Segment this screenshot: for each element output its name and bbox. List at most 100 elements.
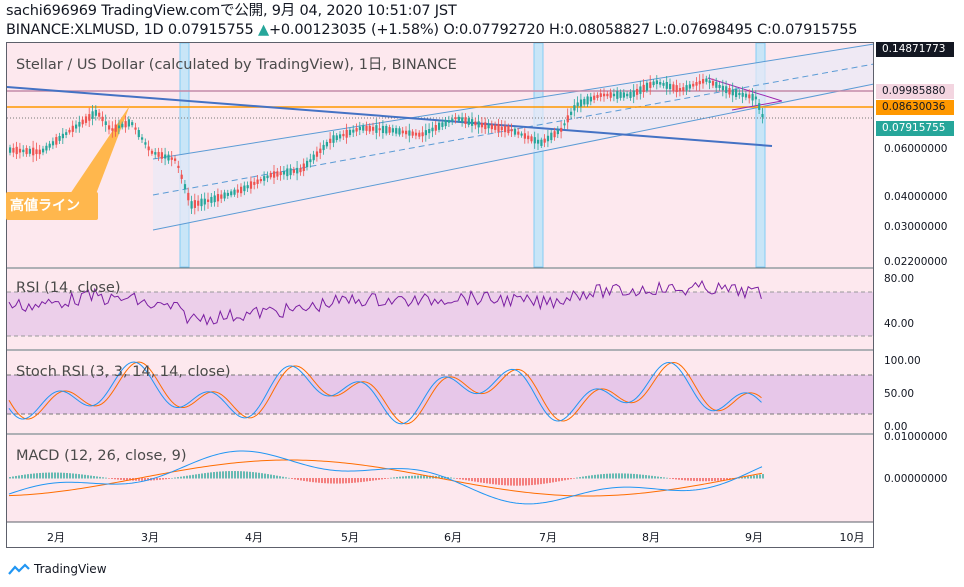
candle-body [101,116,104,122]
candle-body [454,117,457,120]
macd-histogram-bar [315,478,317,483]
macd-histogram-bar [717,478,719,481]
macd-histogram-bar [459,478,461,480]
candle-body [233,189,236,195]
macd-line [8,450,763,505]
candle-body [731,89,734,96]
candle-body [25,148,28,155]
macd-histogram-bar [216,471,218,479]
macd-histogram-bar [30,473,32,479]
macd-histogram-bar [495,478,497,485]
macd-histogram-bar [171,477,173,479]
macd-histogram-bar [507,478,509,486]
candle-body [735,89,738,97]
candle-body [497,123,500,132]
candle-body [38,149,41,155]
stoch-d-line [8,361,762,425]
macd-histogram-bar [135,478,137,481]
candle-body [45,145,48,151]
price-tag-high-line: 0.09985880 [876,84,954,99]
macd-histogram-bar [258,472,260,479]
candle-body [309,159,312,163]
macd-histogram-bar [141,478,143,481]
macd-histogram-bar [363,478,365,482]
macd-histogram-bar [240,471,242,479]
candle-body [434,125,437,131]
candle-body [589,96,592,102]
macd-histogram-bar [561,478,563,481]
candle-body [672,84,675,91]
candle-body [15,146,18,155]
candle-body [98,112,101,117]
macd-histogram-bar [27,474,29,479]
candle-body [718,84,721,88]
price-tick: 0.06000000 [884,143,948,155]
macd-histogram-bar [204,473,206,479]
candle-body [744,93,748,98]
macd-histogram-bar [642,474,644,479]
macd-histogram-bar [117,478,119,480]
macd-histogram-bar [411,475,413,479]
macd-histogram-bar [399,476,401,479]
macd-histogram-bar [33,473,35,479]
macd-histogram-bar [756,475,758,479]
stoch-tick: 50.00 [884,388,915,400]
candle-body [523,133,526,139]
macd-histogram-bar [351,478,353,483]
candle-body [484,122,487,130]
macd-tick: 0.00000000 [884,473,948,485]
macd-histogram-bar [48,472,50,479]
candle-body [655,80,658,85]
candle-body [71,125,74,132]
macd-histogram-bar [219,471,221,479]
macd-histogram-bar [177,477,179,479]
macd-histogram-bar [144,478,146,481]
macd-histogram-bar [93,476,95,479]
candle-body [365,125,368,131]
macd-histogram-bar [537,478,539,485]
macd-histogram-bar [663,477,665,479]
candle-body [537,139,540,144]
candle-body [421,132,424,137]
candle-body [520,133,523,136]
candle-body [728,88,731,95]
macd-histogram-bar [237,471,239,479]
macd-histogram-bar [423,475,425,479]
candle-body [273,171,276,178]
macd-histogram-bar [111,478,113,479]
macd-histogram-bar [510,478,512,486]
candle-body [543,138,546,143]
tradingview-logo[interactable]: TradingView [8,562,107,576]
candle-body [55,137,58,145]
macd-histogram-bar [483,478,485,483]
macd-histogram-bar [396,477,398,479]
candle-body [702,78,705,84]
macd-histogram-bar [195,474,197,479]
macd-histogram-bar [123,478,125,481]
candle-body [200,198,203,207]
candle-body [167,154,170,161]
macd-histogram-bar [234,471,236,479]
candle-body [94,109,97,116]
macd-histogram-bar [621,473,623,479]
candle-body [276,171,279,177]
candle-body [372,126,375,131]
macd-histogram-bar [255,472,257,479]
macd-histogram-bar [675,478,677,480]
month-label: 10月 [839,531,865,544]
candle-body [78,121,81,127]
macd-histogram-bar [648,475,650,479]
candle-body [507,126,510,134]
macd-histogram-bar [300,478,302,481]
macd-histogram-bar [222,471,224,479]
macd-histogram-bar [69,473,71,479]
price-tick: 0.04000000 [884,191,948,203]
macd-histogram-bar [264,473,266,479]
stoch-tick: 100.00 [884,355,921,367]
candle-body [675,85,678,93]
high-line-annotation[interactable]: 高値ライン [6,192,98,220]
macd-histogram-bar [576,477,578,479]
macd-histogram-bar [516,478,518,486]
candle-body [296,167,299,174]
